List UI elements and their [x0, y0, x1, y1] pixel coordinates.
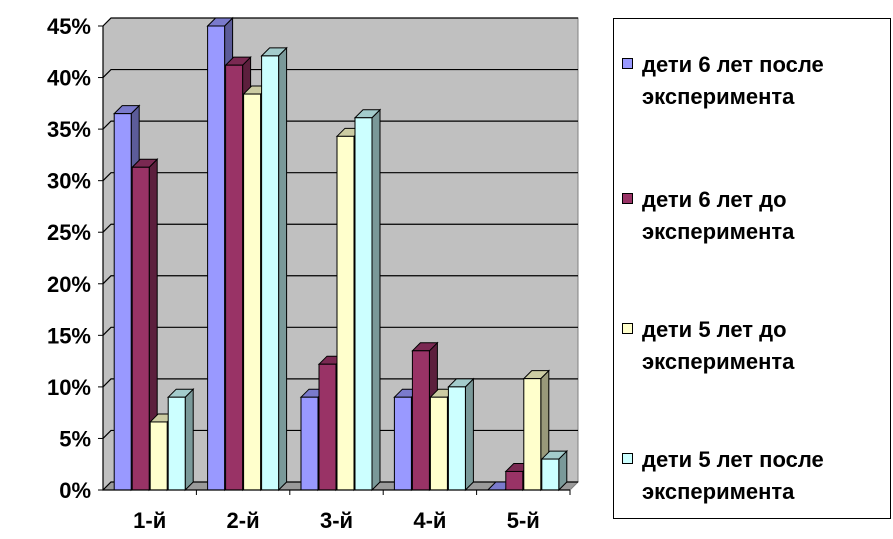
- bars-layer: [112, 16, 569, 492]
- legend-item-series-4: дети 5 лет после эксперимента: [622, 444, 888, 508]
- legend-item-series-1: дети 6 лет после эксперимента: [622, 49, 888, 113]
- y-tick-labels: 0% 5% 10% 15% 20% 25% 30% 35% 40% 45%: [47, 14, 91, 503]
- y-tick-label: 5%: [59, 426, 91, 451]
- legend-item-series-2: дети 6 лет до эксперимента: [622, 184, 888, 248]
- bar-s2-1: [130, 158, 159, 492]
- bar-chart: 0% 5% 10% 15% 20% 25% 30% 35% 40% 45% 1-й 2-й 3-й 4-…: [47, 14, 580, 533]
- y-tick-label: 20%: [47, 272, 91, 297]
- y-tick-label: 0%: [59, 478, 91, 503]
- bar-s4-4: [447, 377, 475, 492]
- legend-label: дети 5 лет после эксперимента: [642, 447, 824, 504]
- axes: [98, 25, 571, 495]
- y-tick-label: 25%: [47, 220, 91, 245]
- legend-swatch-series-1: [622, 58, 633, 69]
- gridline: [102, 326, 578, 336]
- y-tick-label: 35%: [47, 117, 91, 142]
- x-tick-label: 2-й: [227, 508, 260, 533]
- legend-swatch-series-3: [622, 323, 633, 334]
- gridline: [102, 17, 578, 27]
- legend-swatch-series-4: [622, 453, 633, 464]
- y-tick-label: 45%: [47, 14, 91, 39]
- gridline: [102, 223, 578, 233]
- x-tick-label: 1-й: [133, 508, 166, 533]
- gridline: [102, 172, 578, 182]
- y-tick-label: 10%: [47, 375, 91, 400]
- x-tick-label: 5-й: [507, 508, 540, 533]
- y-tick-label: 30%: [47, 169, 91, 194]
- gridline: [102, 275, 578, 285]
- bar-s4-5: [540, 449, 569, 492]
- legend-label: дети 6 лет до эксперимента: [642, 187, 795, 244]
- bar-s4-1: [166, 387, 195, 492]
- legend-label: дети 6 лет после эксперимента: [642, 52, 824, 109]
- y-tick-label: 40%: [47, 66, 91, 91]
- x-tick-labels: 1-й 2-й 3-й 4-й 5-й: [133, 508, 540, 533]
- legend-item-series-3: дети 5 лет до эксперимента: [622, 314, 888, 378]
- legend: дети 6 лет после эксперимента дети 6 лет…: [613, 18, 891, 519]
- bar-s4-2: [260, 46, 288, 492]
- gridline: [102, 120, 578, 130]
- legend-swatch-series-2: [622, 193, 633, 204]
- gridlines: [102, 17, 578, 491]
- x-tick-label: 4-й: [413, 508, 446, 533]
- y-tick-label: 15%: [47, 323, 91, 348]
- gridline: [102, 68, 578, 78]
- x-tick-label: 3-й: [320, 508, 353, 533]
- legend-label: дети 5 лет до эксперимента: [642, 317, 795, 374]
- bar-s4-3: [353, 108, 382, 492]
